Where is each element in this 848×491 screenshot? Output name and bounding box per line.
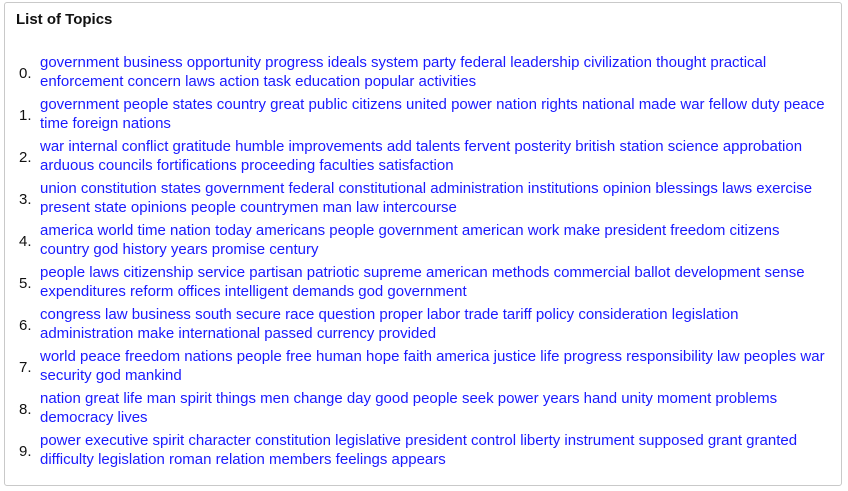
topic-index: 1. <box>19 107 32 124</box>
topic-words-link-3[interactable]: union constitution states government fed… <box>40 180 813 216</box>
topic-index: 5. <box>19 275 32 292</box>
topic-list: 0. government business opportunity progr… <box>16 54 831 474</box>
topic-item-8: 8. nation great life man spirit things m… <box>16 390 831 432</box>
topic-words-link-1[interactable]: government people states country great p… <box>40 96 825 132</box>
topic-item-4: 4. america world time nation today ameri… <box>16 222 831 264</box>
topic-index: 3. <box>19 191 32 208</box>
topic-index: 6. <box>19 317 32 334</box>
topic-item-9: 9. power executive spirit character cons… <box>16 432 831 474</box>
topic-item-7: 7. world peace freedom nations people fr… <box>16 348 831 390</box>
topic-index: 4. <box>19 233 32 250</box>
topic-words-link-2[interactable]: war internal conflict gratitude humble i… <box>40 138 803 174</box>
topics-panel: List of Topics 0. government business op… <box>4 2 842 486</box>
topic-words-link-4[interactable]: america world time nation today american… <box>40 222 780 258</box>
topic-words-link-0[interactable]: government business opportunity progress… <box>40 54 767 90</box>
topic-words-link-5[interactable]: people laws citizenship service partisan… <box>40 264 805 300</box>
topic-item-5: 5. people laws citizenship service parti… <box>16 264 831 306</box>
topic-index: 9. <box>19 443 32 460</box>
panel-title: List of Topics <box>16 11 113 28</box>
topic-words-link-7[interactable]: world peace freedom nations people free … <box>40 348 825 384</box>
topic-index: 2. <box>19 149 32 166</box>
topic-item-6: 6. congress law business south secure ra… <box>16 306 831 348</box>
topic-words-link-9[interactable]: power executive spirit character constit… <box>40 432 798 468</box>
topic-index: 0. <box>19 65 32 82</box>
topic-item-3: 3. union constitution states government … <box>16 180 831 222</box>
topic-index: 8. <box>19 401 32 418</box>
topic-index: 7. <box>19 359 32 376</box>
topic-words-link-8[interactable]: nation great life man spirit things men … <box>40 390 778 426</box>
topic-words-link-6[interactable]: congress law business south secure race … <box>40 306 739 342</box>
topic-item-2: 2. war internal conflict gratitude humbl… <box>16 138 831 180</box>
topic-item-1: 1. government people states country grea… <box>16 96 831 138</box>
topic-item-0: 0. government business opportunity progr… <box>16 54 831 96</box>
